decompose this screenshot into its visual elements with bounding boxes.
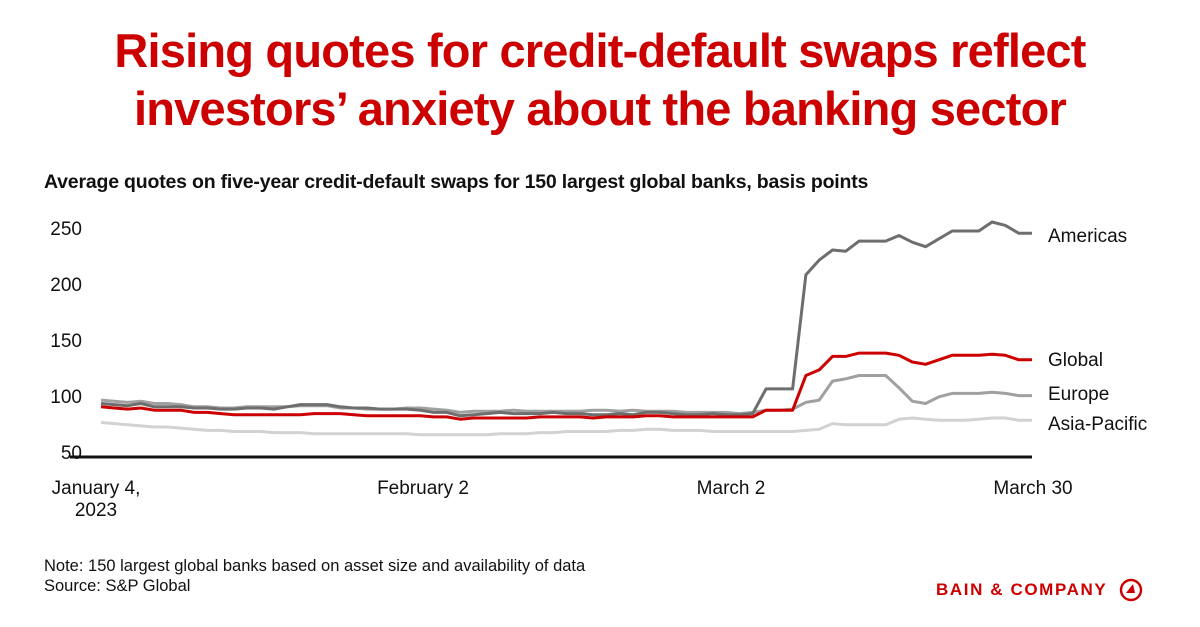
legend-global: Global: [1048, 350, 1103, 371]
legend-asia-pacific: Asia-Pacific: [1048, 414, 1148, 435]
chart-subtitle: Average quotes on five-year credit-defau…: [44, 171, 869, 193]
y-tick-100: 100: [50, 387, 82, 408]
chart-title: Rising quotes for credit-default swaps r…: [0, 22, 1200, 138]
footnote: Note: 150 largest global banks based on …: [44, 556, 585, 596]
bain-logo: BAIN & COMPANY: [936, 578, 1143, 602]
x-tick-jan4-line1: January 4,: [51, 478, 141, 499]
x-tick-jan4: January 4, 2023: [46, 478, 146, 522]
bain-compass-icon: [1120, 578, 1143, 602]
note-text: Note: 150 largest global banks based on …: [44, 557, 586, 575]
y-tick-250: 250: [50, 219, 82, 240]
series-layer: [100, 220, 1032, 437]
x-tick-jan4-line2: 2023: [74, 500, 118, 521]
series-line-asia-pacific: [100, 416, 1032, 437]
legend-europe: Europe: [1048, 384, 1110, 405]
y-tick-50: 50: [60, 443, 82, 464]
x-tick-mar30: March 30: [993, 478, 1073, 499]
series-line-global: [100, 351, 1032, 421]
series-line-americas: [100, 220, 1032, 418]
source-text: Source: S&P Global: [44, 577, 191, 595]
title-line-2: investors’ anxiety about the banking sec…: [134, 82, 1067, 135]
y-tick-200: 200: [50, 275, 82, 296]
x-tick-mar2: March 2: [696, 478, 766, 499]
logo-text: BAIN & COMPANY: [936, 580, 1108, 599]
title-line-1: Rising quotes for credit-default swaps r…: [114, 24, 1086, 77]
x-tick-feb2: February 2: [377, 478, 469, 499]
y-tick-150: 150: [50, 331, 82, 352]
legend-americas: Americas: [1048, 226, 1128, 247]
